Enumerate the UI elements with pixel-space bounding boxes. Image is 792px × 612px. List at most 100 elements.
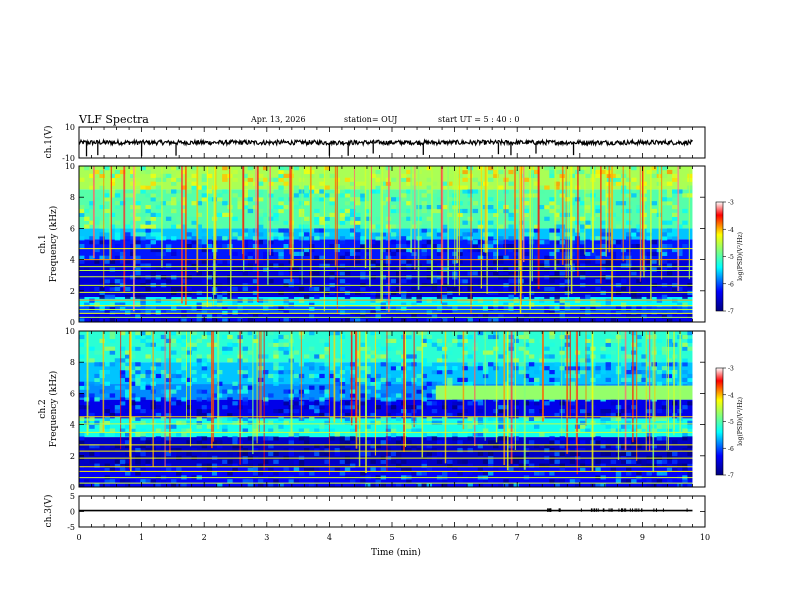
- spec2-cell: [263, 401, 269, 406]
- spec1-cell: [283, 259, 289, 264]
- spec1-cell: [620, 271, 627, 276]
- spec1-cell: [329, 259, 335, 264]
- spec1-cell: [109, 267, 116, 272]
- spec2-cell: [104, 432, 110, 437]
- spec2-cell: [273, 459, 279, 464]
- spec2-cell: [155, 471, 162, 476]
- spec2-cell: [176, 370, 182, 375]
- spec1-cell: [549, 232, 555, 237]
- spec1-cell: [467, 232, 473, 237]
- spec1-cell: [140, 212, 146, 217]
- spec2-cell: [99, 444, 105, 449]
- spec2-cell: [329, 436, 335, 441]
- spec1-cell: [370, 228, 376, 233]
- spec2-cell: [416, 483, 422, 488]
- spec1-cell: [319, 228, 325, 233]
- spec2-cell: [339, 331, 346, 336]
- spec1-cell: [549, 228, 555, 233]
- spec1-cell: [539, 267, 545, 272]
- spec2-cell: [631, 342, 637, 347]
- spec1-cell: [339, 259, 346, 264]
- spec1-cell: [487, 185, 494, 190]
- spec2-cell: [89, 358, 95, 363]
- spec1-cell: [426, 177, 433, 182]
- spec1-cell: [436, 271, 443, 276]
- spec1-cell: [99, 205, 105, 210]
- spec2-cell: [503, 346, 509, 351]
- spec1-cell: [441, 279, 448, 284]
- spec2-cell: [585, 405, 591, 410]
- spec2-cell: [666, 444, 673, 449]
- spec2-cell: [257, 420, 264, 425]
- spec1-cell: [411, 224, 417, 229]
- spec1-cell: [309, 271, 315, 276]
- spec2-cell: [518, 346, 525, 351]
- spec1-cell: [344, 267, 351, 272]
- spec2-cell: [651, 428, 657, 433]
- spec2-cell: [309, 471, 315, 476]
- spec1-cell: [595, 201, 601, 206]
- spec2-cell: [349, 463, 356, 468]
- spec2-cell: [375, 479, 381, 484]
- spec1-cell: [201, 193, 208, 198]
- spec1-cell: [140, 314, 146, 319]
- spec1-cell: [324, 177, 330, 182]
- spec1-cell: [349, 208, 356, 214]
- spec2-cell: [186, 350, 192, 355]
- spec1-cell: [375, 181, 381, 186]
- spec1-cell: [344, 193, 351, 198]
- spec2-cell: [452, 467, 458, 472]
- spec1-cell: [339, 271, 346, 276]
- spec2-cell: [329, 483, 335, 488]
- spec2-cell: [554, 459, 560, 464]
- spec1-cell: [145, 169, 151, 175]
- spec1-cell: [263, 212, 269, 217]
- spec1-cell: [130, 169, 136, 175]
- spec1-cell: [355, 201, 361, 206]
- spec1-cell: [130, 166, 136, 171]
- spec2-cell: [334, 331, 341, 336]
- spec1-cell: [104, 208, 110, 214]
- spec1-cell: [329, 173, 335, 178]
- spec1-cell: [217, 298, 223, 303]
- spec2-cell: [375, 334, 381, 340]
- spec1-cell: [125, 286, 131, 292]
- spec1-cell: [503, 244, 509, 249]
- spec1-cell: [303, 251, 310, 256]
- spec2-cell: [559, 463, 565, 468]
- spec2-cell: [130, 428, 136, 433]
- spec1-ytick-label: 2: [70, 287, 75, 296]
- spec2-cell: [661, 373, 668, 379]
- spec1-cell: [109, 310, 116, 315]
- spec1-cell: [539, 189, 545, 194]
- spec1-cell: [355, 290, 361, 295]
- spec1-cell: [339, 236, 346, 241]
- spec1-cell: [339, 298, 346, 303]
- spec1-cell: [549, 259, 555, 264]
- spec2-cell: [119, 459, 126, 464]
- spec2-cell: [273, 420, 279, 425]
- spec2-cell: [165, 389, 172, 394]
- spec1-cell: [196, 314, 202, 319]
- spec1-cell: [135, 244, 141, 249]
- spec2-cell: [201, 334, 208, 340]
- spec1-cell: [298, 298, 305, 303]
- spec1-cell: [263, 306, 269, 311]
- spec2-cell: [615, 479, 622, 484]
- spec1-cell: [104, 255, 110, 260]
- spec1-cell: [242, 259, 249, 264]
- spec1-cell: [181, 224, 187, 229]
- spec2-cell: [390, 471, 397, 476]
- spec1-cell: [380, 247, 387, 253]
- spec1-cell: [125, 224, 131, 229]
- spec2-cell: [181, 354, 187, 359]
- spec1-cell: [375, 185, 381, 190]
- spec2-cell: [191, 377, 197, 382]
- spec1-cell: [365, 247, 371, 253]
- spec2-cell: [140, 338, 146, 343]
- spec2-cell: [498, 354, 504, 359]
- spec2-cell: [467, 416, 473, 421]
- spec1-cell: [651, 286, 657, 292]
- spec1-cell: [467, 193, 473, 198]
- spec1-cell: [585, 294, 591, 299]
